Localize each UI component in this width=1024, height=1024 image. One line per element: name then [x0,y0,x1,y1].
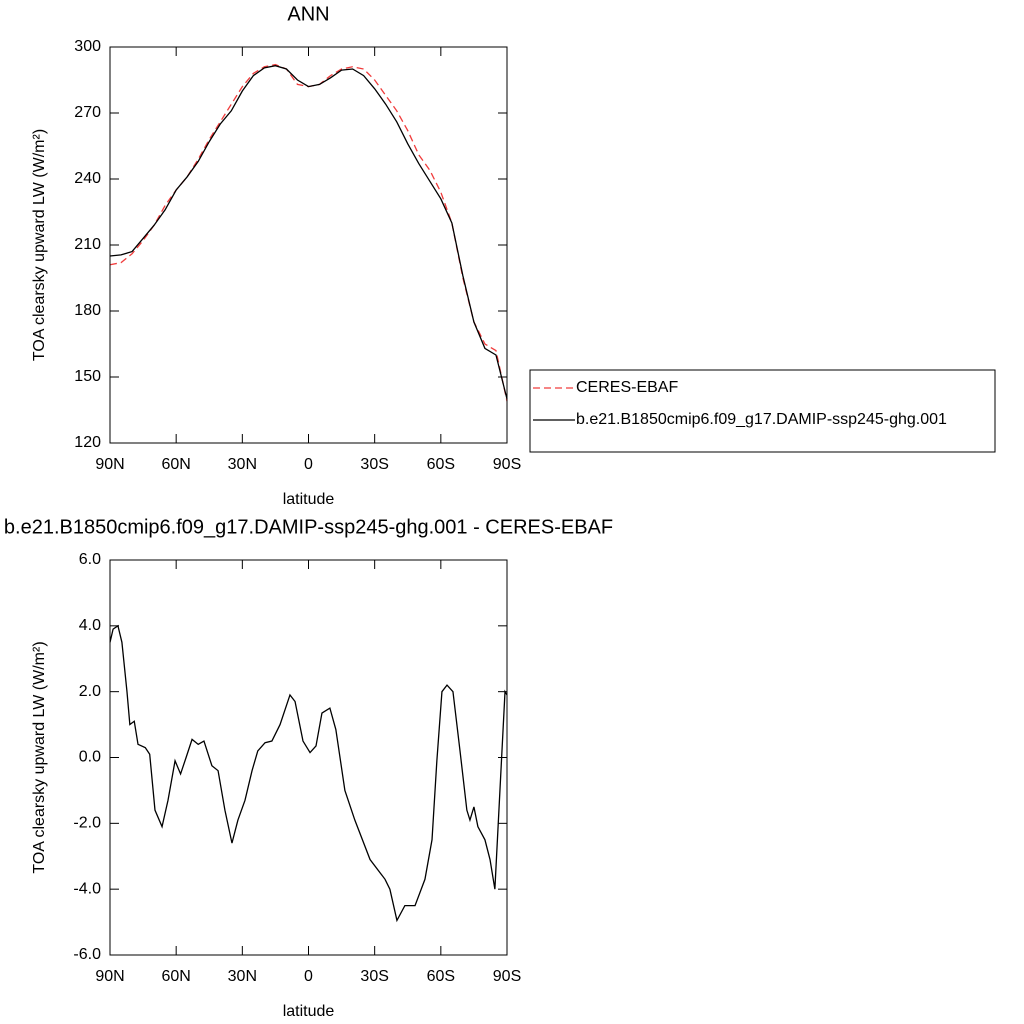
y-axis-label: TOA clearsky upward LW (W/m²) [31,641,48,873]
y-tick-label: 4.0 [79,617,101,634]
y-tick-label: -4.0 [73,880,101,897]
x-tick-label: 90S [493,968,521,985]
x-tick-label: 30S [360,968,388,985]
y-tick-label: 180 [74,302,101,319]
legend-label: b.e21.B1850cmip6.f09_g17.DAMIP-ssp245-gh… [576,411,947,428]
y-tick-label: 210 [74,236,101,253]
data-line [109,63,508,402]
x-tick-label: 30S [360,456,388,473]
y-tick-label: 0.0 [79,749,101,766]
plot-frame [109,559,508,956]
x-tick-label: 90N [95,968,124,985]
x-tick-label: 90S [493,456,521,473]
x-tick-label: 60N [161,456,190,473]
chart-title: ANN [287,3,329,25]
y-tick-label: -6.0 [73,946,101,963]
x-tick-label: 0 [304,456,313,473]
y-tick-label: -2.0 [73,815,101,832]
x-tick-label: 0 [304,968,313,985]
x-tick-label: 30N [228,968,257,985]
legend-label: CERES-EBAF [576,379,678,396]
x-axis-label: latitude [283,491,335,508]
legend-box [529,369,996,453]
y-axis-label: TOA clearsky upward LW (W/m²) [31,129,48,361]
y-tick-label: 300 [74,38,101,55]
data-line [109,624,508,923]
x-tick-label: 30N [228,456,257,473]
x-tick-label: 60S [427,968,455,985]
x-tick-label: 90N [95,456,124,473]
x-axis-label: latitude [283,1003,335,1020]
y-tick-label: 2.0 [79,683,101,700]
y-tick-label: 270 [74,104,101,121]
x-tick-label: 60N [161,968,190,985]
y-tick-label: 240 [74,170,101,187]
plot-frame [109,46,508,444]
data-line [109,65,508,400]
y-tick-label: 150 [74,368,101,385]
chart-title: b.e21.B1850cmip6.f09_g17.DAMIP-ssp245-gh… [4,516,613,538]
x-tick-label: 60S [427,456,455,473]
y-tick-label: 120 [74,434,101,451]
y-tick-label: 6.0 [79,551,101,568]
